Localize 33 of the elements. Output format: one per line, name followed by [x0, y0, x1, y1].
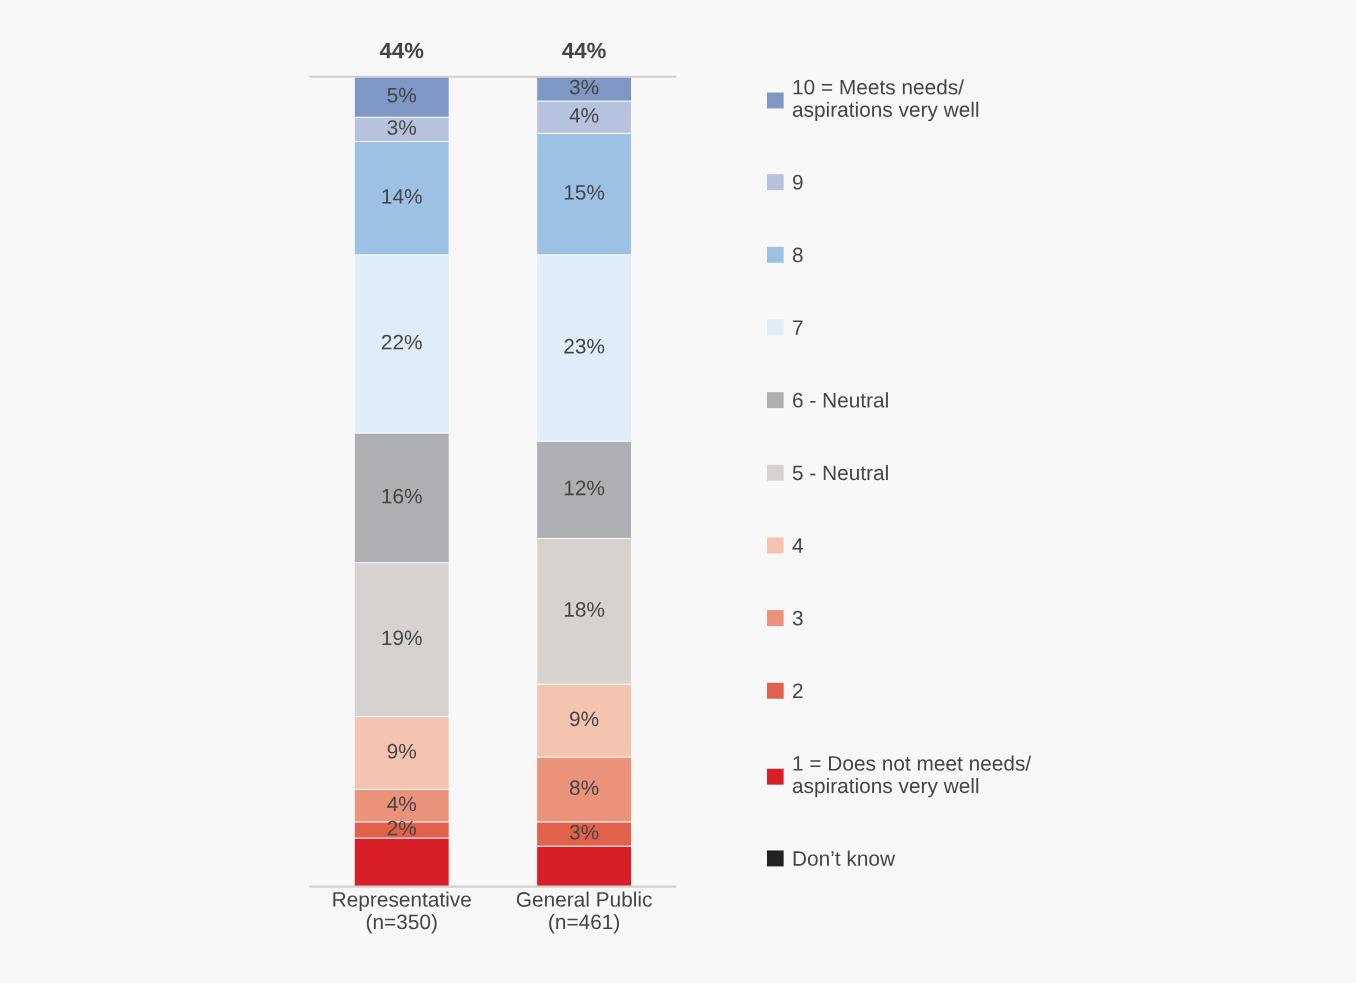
annotation: 44%: [562, 42, 606, 59]
legend-label: 9: [792, 174, 803, 190]
legend-label: 10 = Meets needs/ aspirations very well: [792, 79, 979, 122]
data-label: 4%: [569, 108, 599, 123]
data-label: 23%: [564, 338, 605, 354]
legend-label: 8: [792, 247, 803, 263]
data-label: 19%: [382, 630, 422, 646]
x-tick-label: General Public (n=461): [516, 891, 652, 934]
data-label: 14%: [382, 189, 422, 204]
data-label: 9%: [387, 743, 417, 759]
x-tick-label: Representative (n=350): [333, 891, 471, 934]
data-label: 16%: [382, 488, 422, 504]
data-label: 5%: [387, 87, 417, 103]
data-label: 3%: [569, 79, 599, 95]
data-label: 2%: [387, 820, 417, 836]
data-label: 3%: [569, 824, 599, 840]
data-label: 15%: [564, 185, 605, 200]
data-label: 3%: [387, 120, 417, 135]
legend-label: Don’t know: [793, 850, 896, 866]
data-label: 8%: [569, 780, 599, 796]
data-label: 12%: [564, 480, 605, 496]
annotation: 44%: [379, 42, 424, 59]
legend-label: 1 = Does not meet needs/ aspirations very well: [792, 755, 1032, 798]
legend-label: 4: [792, 538, 803, 553]
data-label: 9%: [570, 711, 599, 727]
legend-label: 2: [793, 683, 803, 699]
data-label: 4%: [387, 796, 417, 812]
data-label: 18%: [564, 602, 605, 617]
data-label: 22%: [381, 334, 422, 350]
legend-label: 3: [792, 610, 803, 626]
legend-label: 5 - Neutral: [792, 464, 888, 481]
legend-label: 6 - Neutral: [793, 392, 888, 408]
legend-label: 7: [793, 320, 803, 335]
